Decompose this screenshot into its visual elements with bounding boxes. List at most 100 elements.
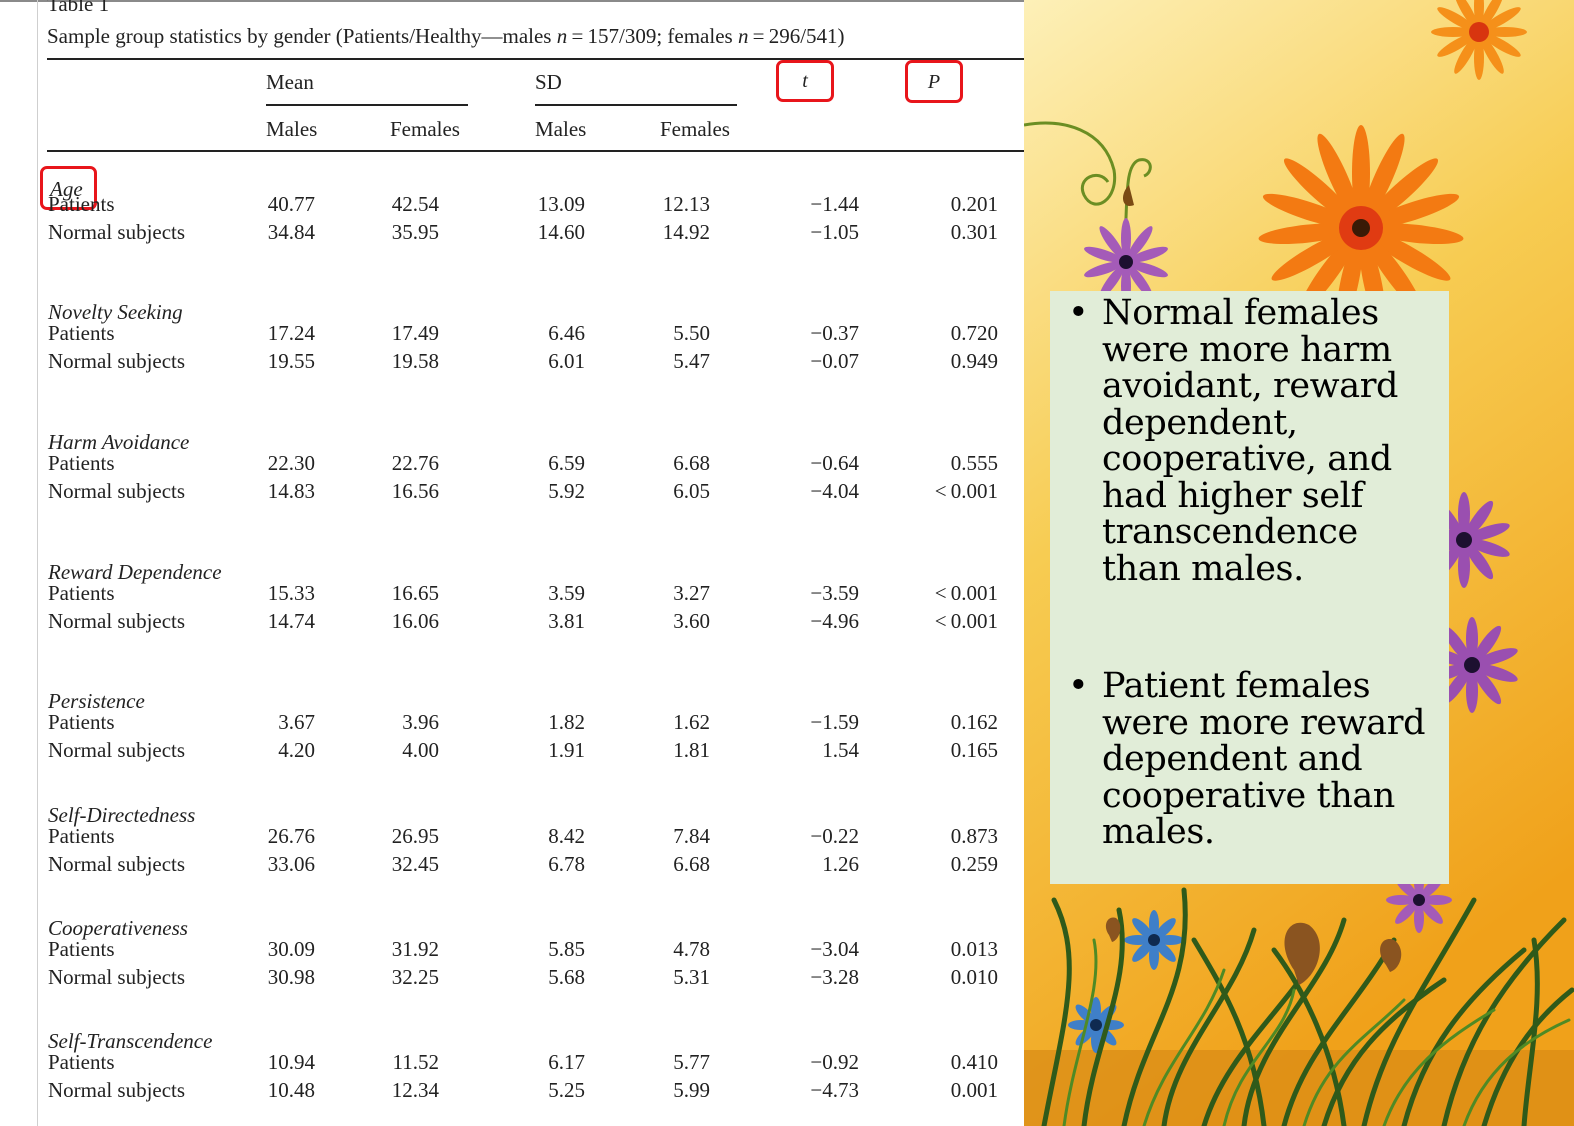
table-row: Patients 30.09 31.92 5.85 4.78 −3.04 0.013 [0,935,1024,963]
cell-sd-m: 5.85 [548,937,585,961]
cell-mean-f: 11.52 [392,1050,439,1074]
cell-p: 0.165 [950,738,998,762]
cell-t: −3.04 [810,937,859,961]
cell-mean-m: 34.84 [267,220,315,244]
row-label: Normal subjects [48,1078,186,1102]
section-title: Self-Transcendence [48,1029,213,1053]
cell-t: 1.26 [822,852,859,876]
cell-sd-f: 7.84 [673,824,710,848]
cell-mean-m: 4.20 [278,738,315,762]
cell-p: < 0.001 [934,609,998,633]
cell-mean-f: 16.56 [391,479,439,503]
cell-mean-m: 15.33 [267,581,315,605]
cell-mean-m: 14.74 [267,609,315,633]
header-mean: Mean [266,70,314,94]
cell-p: 0.555 [950,451,998,475]
cell-mean-m: 30.09 [267,937,315,961]
table-row: Normal subjects 19.55 19.58 6.01 5.47 −0.07 0.… [0,347,1024,375]
cell-sd-f: 6.68 [673,852,710,876]
cell-p: 0.301 [950,220,998,244]
row-label: Patients [48,581,115,605]
caption-females-n: = 296/541) [748,24,845,48]
table-row: Normal subjects 4.20 4.00 1.91 1.81 1.54 0.165 [0,736,1024,764]
table-section: Persistence Patients 3.67 3.96 1.82 1.62 −1.59… [0,688,1024,778]
cell-sd-m: 5.92 [548,479,585,503]
cell-sd-f: 4.78 [673,937,710,961]
cell-mean-f: 16.06 [391,609,439,633]
table-section: Harm Avoidance Patients 22.30 22.76 6.59 6.68… [0,429,1024,519]
mean-group-rule [266,104,468,106]
cell-mean-f: 12.34 [391,1078,439,1102]
cell-sd-m: 1.91 [548,738,585,762]
table-row: Normal subjects 30.98 32.25 5.68 5.31 −3.28 0.… [0,963,1024,991]
section-title: Cooperativeness [48,916,188,940]
table-row: Normal subjects 10.48 12.34 5.25 5.99 −4.73 0.… [0,1076,1024,1104]
caption-n-symbol: n [556,24,568,48]
header-females-sd: Females [660,117,730,141]
blue-flower-icon [1068,997,1124,1053]
cell-t: −0.64 [810,451,859,475]
cell-p: 0.949 [950,349,998,373]
cell-sd-m: 6.46 [548,321,585,345]
cell-p: 0.410 [950,1050,998,1074]
note-text: Patient females were more reward depende… [1102,666,1426,852]
row-label: Normal subjects [48,220,186,244]
note-text: Normal females were more harm avoidant, … [1102,293,1399,589]
row-label: Patients [48,321,115,345]
cell-p: < 0.001 [934,479,998,503]
cell-sd-f: 6.05 [673,479,710,503]
section-title: Harm Avoidance [48,430,190,454]
cell-t: −0.22 [810,824,859,848]
cell-p: 0.013 [950,937,998,961]
cell-mean-m: 19.55 [267,349,315,373]
table-top-rule [47,58,1024,60]
cell-mean-f: 35.95 [391,220,439,244]
cell-mean-m: 22.30 [267,451,315,475]
seed-pod-icon [1105,917,1121,942]
section-title: Self-Directedness [48,803,196,827]
seed-pod-icon [1380,939,1402,972]
row-label: Normal subjects [48,738,186,762]
cell-mean-f: 32.45 [391,852,439,876]
table-caption: Sample group statistics by gender (Patie… [47,23,845,49]
bullet-icon: • [1068,666,1089,706]
cell-t: −0.92 [810,1050,859,1074]
table-section: Reward Dependence Patients 15.33 16.65 3.59 3… [0,559,1024,649]
cell-sd-m: 14.60 [537,220,585,244]
cell-sd-f: 5.77 [673,1050,710,1074]
cell-mean-m: 3.67 [278,710,315,734]
cell-t: −3.28 [810,965,859,989]
cell-sd-f: 1.81 [673,738,710,762]
cell-sd-m: 8.42 [548,824,585,848]
vine-icon [1024,121,1117,206]
cell-p: 0.720 [950,321,998,345]
cell-t: 1.54 [822,738,859,762]
cell-mean-m: 14.83 [267,479,315,503]
cell-mean-f: 26.95 [391,824,439,848]
summary-notes-box: • Normal females were more harm avoidant… [1050,291,1449,884]
cell-mean-m: 26.76 [267,824,315,848]
cell-sd-f: 3.27 [673,581,710,605]
section-title: Reward Dependence [48,560,222,584]
cell-t: −1.59 [810,710,859,734]
table-section: Age Patients 40.77 42.54 13.09 12.13 −1.44 0.20… [0,166,1024,260]
table-section: Self-Transcendence Patients 10.94 11.52 6.17… [0,1028,1024,1118]
row-label: Patients [48,824,115,848]
table-row: Normal subjects 14.83 16.56 5.92 6.05 −4.04 < … [0,477,1024,505]
table-row: Patients 26.76 26.95 8.42 7.84 −0.22 0.873 [0,822,1024,850]
cell-t: −4.04 [810,479,859,503]
cell-mean-f: 19.58 [391,349,439,373]
cell-p: 0.162 [950,710,998,734]
cell-mean-m: 40.77 [267,192,315,216]
cell-mean-f: 32.25 [391,965,439,989]
row-label: Patients [48,710,115,734]
cell-p: 0.201 [950,192,998,216]
section-title: Age [40,166,97,210]
row-label: Normal subjects [48,965,186,989]
caption-n-symbol: n [737,24,749,48]
cell-sd-f: 1.62 [673,710,710,734]
cell-mean-f: 3.96 [402,710,439,734]
cell-sd-f: 6.68 [673,451,710,475]
cell-mean-f: 16.65 [391,581,439,605]
cell-p: 0.010 [950,965,998,989]
